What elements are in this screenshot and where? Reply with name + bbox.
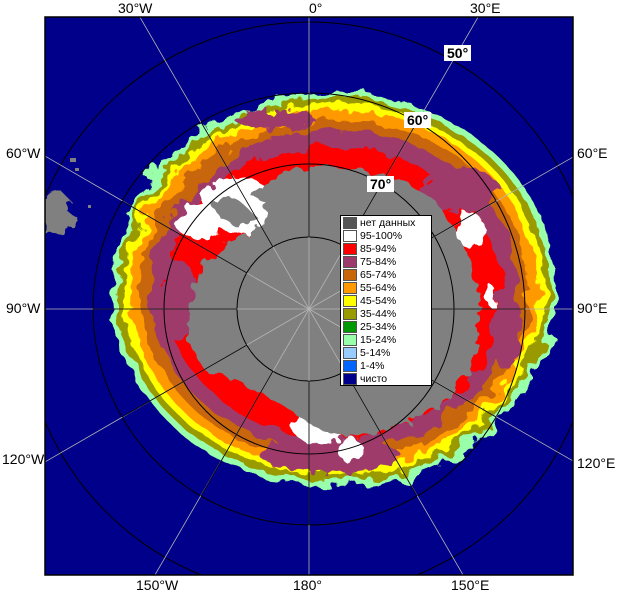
legend-label: 45-54% (360, 294, 397, 307)
legend-swatch (343, 346, 357, 359)
legend-label: 85-94% (360, 242, 397, 255)
legend-item: 5-14% (341, 346, 431, 359)
legend-item: 45-54% (341, 294, 431, 307)
legend: нет данных 95-100% 85-94% 75-84% 65-74% 55-64… (340, 215, 432, 386)
legend-swatch (343, 372, 357, 385)
antarctic-peninsula (212, 195, 255, 228)
legend-swatch (343, 216, 357, 229)
legend-swatch (343, 229, 357, 242)
legend-label: нет данных (360, 216, 416, 229)
legend-label: чисто (360, 372, 388, 385)
legend-item: 1-4% (341, 359, 431, 372)
legend-item: 65-74% (341, 268, 431, 281)
legend-item: чисто (341, 372, 431, 385)
lon-label-120e: 120°E (577, 455, 616, 471)
legend-item: 35-44% (341, 307, 431, 320)
legend-label: 25-34% (360, 320, 397, 333)
legend-item: 55-64% (341, 281, 431, 294)
legend-item: 15-24% (341, 333, 431, 346)
lon-label-150w: 150°W (136, 577, 179, 593)
lat-label-60: 60° (404, 112, 432, 128)
legend-label: 35-44% (360, 307, 397, 320)
legend-swatch (343, 255, 357, 268)
legend-swatch (343, 294, 357, 307)
legend-label: 95-100% (360, 229, 403, 242)
lon-label-90w: 90°W (6, 300, 41, 316)
legend-label: 65-74% (360, 268, 397, 281)
legend-item: 85-94% (341, 242, 431, 255)
legend-label: 75-84% (360, 255, 397, 268)
legend-swatch (343, 268, 357, 281)
legend-item: нет данных (341, 216, 431, 229)
legend-label: 55-64% (360, 281, 397, 294)
legend-item: 25-34% (341, 320, 431, 333)
legend-swatch (343, 359, 357, 372)
lon-label-30e: 30°E (470, 0, 501, 16)
lon-label-0: 0° (309, 0, 323, 16)
legend-label: 5-14% (360, 346, 391, 359)
south-america-land (45, 158, 91, 236)
lon-label-150e: 150°E (451, 577, 490, 593)
legend-swatch (343, 242, 357, 255)
legend-label: 1-4% (360, 359, 385, 372)
legend-swatch (343, 333, 357, 346)
legend-item: 95-100% (341, 229, 431, 242)
legend-swatch (343, 320, 357, 333)
legend-swatch (343, 307, 357, 320)
legend-label: 15-24% (360, 333, 397, 346)
lon-label-60e: 60°E (577, 145, 608, 161)
legend-item: 75-84% (341, 255, 431, 268)
lat-label-70: 70° (367, 176, 395, 192)
lat-label-50: 50° (444, 45, 472, 61)
legend-swatch (343, 281, 357, 294)
ice-75-84-patches (158, 110, 519, 473)
map-frame (44, 16, 574, 576)
lon-label-90e: 90°E (577, 300, 608, 316)
lon-label-180: 180° (293, 577, 322, 593)
lon-label-60w: 60°W (6, 145, 41, 161)
lon-label-120w: 120°W (2, 451, 45, 467)
lon-label-30w: 30°W (118, 0, 153, 16)
